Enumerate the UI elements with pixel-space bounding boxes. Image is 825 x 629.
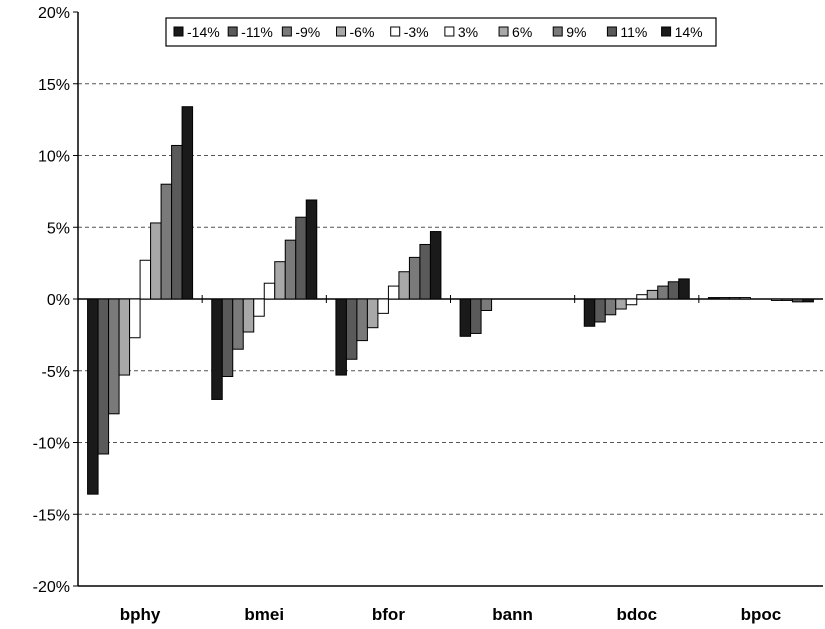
bar-bfor--14% <box>335 298 347 376</box>
bar-bpoc--6% <box>739 297 751 300</box>
bar-bmei--6% <box>242 298 255 333</box>
bar-bphy--6% <box>118 298 131 376</box>
bar-bmei-14% <box>305 199 318 300</box>
gridlines <box>78 83 823 515</box>
legend-swatch <box>227 26 238 37</box>
bar-bpoc--14% <box>707 297 720 300</box>
legend-swatch <box>281 26 292 37</box>
bar-bmei-6% <box>274 261 286 300</box>
legend-swatch <box>390 26 401 37</box>
bar-bdoc--9% <box>604 298 617 316</box>
x-category-label: bann <box>492 605 533 624</box>
legend-swatch <box>552 26 563 37</box>
y-tick-label: 5% <box>47 220 70 237</box>
y-tick-label: -10% <box>33 436 70 453</box>
bar-bfor-11% <box>419 243 431 300</box>
bar-bfor-6% <box>398 271 410 300</box>
legend-label: -14% <box>187 24 220 40</box>
x-category-label: bpoc <box>741 605 782 624</box>
bar-bmei--14% <box>211 298 223 400</box>
legend-label: -9% <box>295 24 320 40</box>
bar-bphy-11% <box>171 144 183 300</box>
bars <box>87 106 814 495</box>
x-category-label: bphy <box>120 605 161 624</box>
y-tick-label: 20% <box>38 5 70 22</box>
legend-label: 9% <box>566 24 586 40</box>
bar-bdoc-9% <box>657 285 669 300</box>
x-category-label: bdoc <box>616 605 657 624</box>
bar-bpoc-9% <box>781 298 793 301</box>
bar-bmei-9% <box>284 239 297 300</box>
legend-swatch <box>661 26 672 37</box>
bar-bpoc-11% <box>791 298 804 303</box>
bar-bdoc-14% <box>678 278 690 300</box>
legend-swatch <box>444 26 455 37</box>
bar-bdoc-11% <box>667 281 680 300</box>
y-tick-label: 0% <box>47 292 70 309</box>
legend-label: -3% <box>404 24 429 40</box>
legend-label: 3% <box>458 24 478 40</box>
bar-bpoc--9% <box>728 297 741 300</box>
legend-swatch <box>606 26 617 37</box>
bar-bfor--3% <box>377 298 389 314</box>
bar-bann--11% <box>470 298 482 334</box>
legend-label: -6% <box>350 24 375 40</box>
bar-bmei-3% <box>263 282 276 300</box>
legend-label: 14% <box>675 24 703 40</box>
bar-bfor-14% <box>429 231 442 300</box>
bar-bphy-14% <box>181 106 194 300</box>
bar-bann--14% <box>459 298 472 337</box>
bar-bdoc-6% <box>646 289 659 300</box>
bar-bpoc-6% <box>770 298 783 301</box>
y-tick-label: 15% <box>38 77 70 94</box>
y-tick-label: -15% <box>33 507 70 524</box>
legend-label: 6% <box>512 24 532 40</box>
bar-bphy--3% <box>129 298 141 339</box>
bar-bmei--11% <box>221 298 234 377</box>
legend-label: -11% <box>241 24 273 40</box>
legend-swatch <box>498 26 509 37</box>
bar-bmei-11% <box>295 216 307 300</box>
y-tick-label: -5% <box>42 364 70 381</box>
bar-bfor--6% <box>366 298 379 329</box>
y-tick-label: -20% <box>33 579 70 596</box>
bar-bpoc-14% <box>802 298 814 303</box>
bar-bphy-9% <box>160 183 173 300</box>
bar-bdoc--11% <box>594 298 606 323</box>
legend-swatch <box>336 26 347 37</box>
legend: -14% -11% -9% -6% -3% 3% 6% 9% 11% 14% <box>165 17 717 47</box>
legend-box <box>165 17 717 47</box>
bar-bdoc--6% <box>615 298 627 310</box>
y-tick-label: 10% <box>38 149 70 166</box>
bar-bphy-6% <box>150 222 162 300</box>
x-category-label: bmei <box>244 605 284 624</box>
bar-bphy--14% <box>87 298 99 495</box>
bar-bmei--3% <box>253 298 265 317</box>
bar-bmei--9% <box>232 298 244 350</box>
bar-bfor--9% <box>356 298 368 342</box>
bar-bphy-3% <box>139 259 152 300</box>
legend-label: 11% <box>620 24 647 40</box>
y-axis-ticks: 20% 15% 10% 5% 0% -5% -10% -15% -20% <box>33 5 78 596</box>
bar-bpoc--11% <box>718 297 730 300</box>
x-axis-labels: bphy bmei bfor bann bdoc bpoc <box>120 605 781 624</box>
bar-bphy--11% <box>97 298 110 455</box>
bar-bann--9% <box>480 298 493 311</box>
bar-bfor-3% <box>387 285 400 300</box>
bar-bdoc--3% <box>625 298 638 306</box>
x-category-label: bfor <box>372 605 405 624</box>
bar-bfor--11% <box>345 298 358 360</box>
bar-bdoc-3% <box>636 294 648 300</box>
bar-bdoc--14% <box>583 298 596 327</box>
bar-bfor-9% <box>408 256 421 300</box>
bar-bphy--9% <box>108 298 120 415</box>
legend-swatch <box>173 26 184 37</box>
